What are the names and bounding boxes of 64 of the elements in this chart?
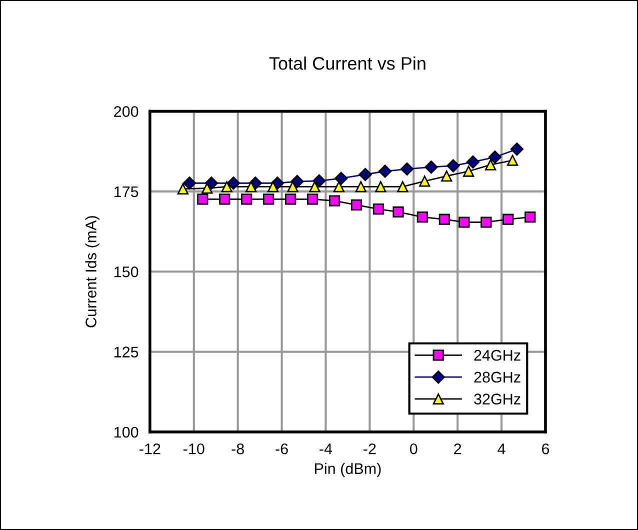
point: [502, 214, 514, 225]
point: [177, 183, 188, 194]
point: [372, 204, 384, 215]
point: [285, 194, 296, 205]
y-tick-label: 100: [114, 426, 138, 438]
chart-title: Total Current vs Pin: [269, 56, 426, 70]
point: [446, 159, 460, 172]
point: [488, 150, 502, 164]
point: [438, 214, 450, 225]
x-tick-label: 6: [542, 443, 550, 454]
point: [197, 194, 208, 205]
x-tick-label: -2: [364, 443, 376, 454]
point: [392, 206, 404, 218]
point: [287, 181, 298, 192]
x-axis-title: Pin (dBm): [315, 462, 381, 478]
point: [416, 212, 428, 223]
x-tick-label: 2: [454, 443, 462, 454]
y-tick-label: 175: [114, 186, 138, 198]
point: [378, 164, 392, 178]
point: [334, 172, 348, 185]
point: [202, 182, 213, 194]
point: [458, 216, 470, 228]
x-tick-label: -10: [184, 443, 204, 454]
point: [241, 194, 252, 205]
point: [182, 176, 196, 190]
y-tick-label: 200: [114, 106, 138, 117]
point: [355, 181, 366, 192]
point: [263, 194, 274, 205]
point: [463, 166, 474, 177]
point: [221, 181, 232, 192]
y-tick-label: 125: [114, 346, 138, 358]
point: [424, 160, 438, 174]
point: [466, 155, 480, 169]
x-tick-label: -12: [140, 443, 160, 454]
point: [267, 181, 279, 192]
x-tick-label: -4: [320, 444, 332, 454]
point: [524, 212, 536, 223]
point: [400, 162, 414, 176]
x-tick-label: -8: [232, 443, 244, 454]
point: [375, 181, 386, 192]
point: [441, 170, 452, 182]
x-tick-label: 0: [410, 443, 418, 454]
point: [306, 194, 318, 205]
legend-label: 32GHz: [474, 394, 520, 404]
point: [333, 181, 344, 192]
x-tick-label: 4: [498, 444, 506, 454]
point: [328, 195, 340, 206]
point: [506, 154, 518, 166]
y-tick-label: 150: [114, 266, 138, 278]
point: [309, 181, 320, 192]
point: [510, 142, 524, 156]
point: [419, 176, 430, 187]
point: [312, 174, 326, 188]
point: [245, 181, 257, 192]
point: [480, 216, 492, 228]
point: [219, 194, 230, 205]
point: [350, 199, 362, 210]
legend-label: 28GHz: [474, 372, 520, 383]
legend-label: 24GHz: [474, 350, 520, 361]
x-tick-label: -6: [276, 443, 288, 454]
y-axis-title: Current Ids (mA): [85, 216, 100, 328]
point: [484, 159, 496, 170]
point: [358, 168, 372, 182]
point: [397, 181, 408, 192]
